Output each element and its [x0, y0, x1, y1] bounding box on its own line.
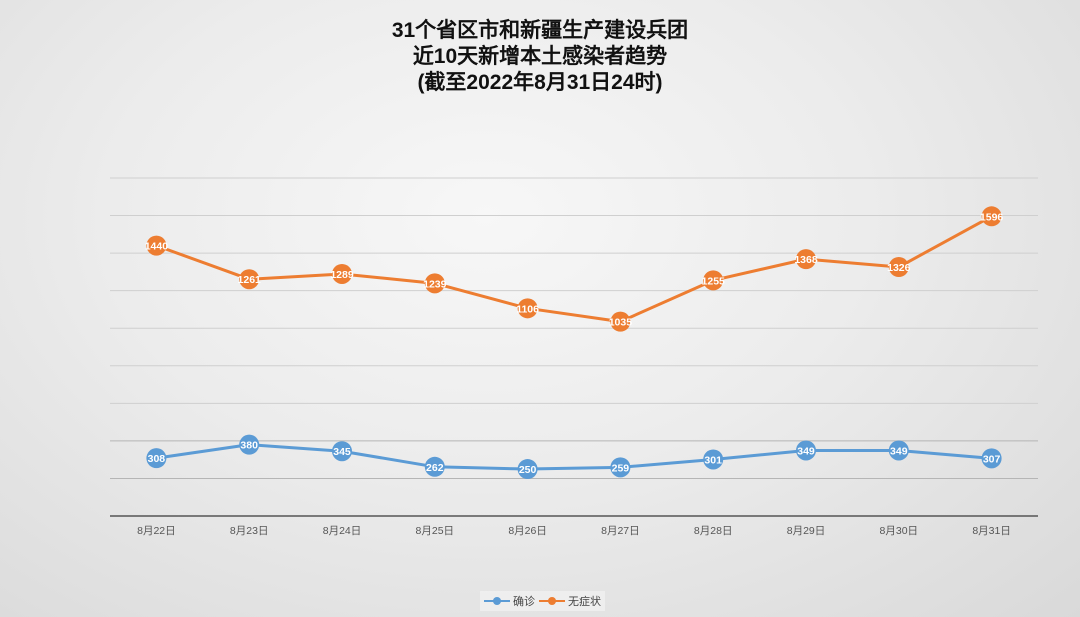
series-confirmed: 308 380 345 262 250 259 301 349 349 307 — [146, 434, 1002, 480]
data-label: 1289 — [330, 269, 354, 281]
line-marker-icon — [539, 596, 565, 606]
x-tick-label: 8月26日 — [508, 525, 547, 537]
legend-label-asymptomatic: 无症状 — [568, 596, 601, 608]
data-point[interactable] — [610, 457, 631, 478]
data-label: 259 — [612, 462, 630, 474]
series-line — [156, 443, 992, 471]
data-label: 1440 — [145, 241, 169, 253]
data-label: 250 — [519, 464, 537, 476]
data-point[interactable] — [332, 263, 352, 284]
data-point[interactable] — [610, 311, 631, 332]
data-label: 262 — [426, 462, 444, 474]
title-line-2: 近10天新增本土感染者趋势 — [412, 45, 668, 68]
series-line — [155, 214, 993, 324]
data-point[interactable] — [146, 448, 167, 469]
data-label: 301 — [704, 454, 722, 466]
data-point[interactable] — [424, 456, 445, 477]
x-tick-label: 8月27日 — [601, 525, 640, 537]
data-label: 308 — [148, 453, 166, 465]
legend-item-confirmed[interactable]: 确诊 — [484, 593, 535, 609]
data-point[interactable] — [888, 440, 909, 461]
data-point[interactable] — [981, 206, 1002, 227]
legend-label-confirmed: 确诊 — [513, 596, 535, 608]
data-point[interactable] — [981, 448, 1002, 469]
data-label: 349 — [890, 445, 908, 457]
legend-item-asymptomatic[interactable]: 无症状 — [539, 593, 601, 609]
x-tick-label: 8月31日 — [972, 525, 1011, 537]
chart-title: 31个省区市和新疆生产建设兵团 近10天新增本土感染者趋势 (截至2022年8月… — [0, 18, 1080, 96]
data-label: 1239 — [423, 278, 447, 290]
x-tick-label: 8月24日 — [323, 525, 362, 537]
data-point[interactable] — [146, 235, 167, 256]
data-label: 1596 — [980, 211, 1004, 223]
title-line-1: 31个省区市和新疆生产建设兵团 — [391, 19, 689, 42]
data-label: 345 — [333, 446, 351, 458]
data-label: 1368 — [794, 254, 818, 266]
line-marker-icon — [484, 596, 510, 606]
x-tick-label: 8月25日 — [416, 525, 455, 537]
data-label: 1106 — [516, 303, 539, 315]
data-point[interactable] — [332, 441, 352, 462]
data-point[interactable] — [424, 273, 445, 294]
gridlines — [110, 177, 1038, 479]
data-label: 1255 — [702, 275, 726, 287]
data-label: 1035 — [609, 317, 633, 329]
data-point[interactable] — [888, 257, 909, 278]
data-point[interactable] — [703, 449, 724, 470]
data-label: 349 — [797, 445, 815, 457]
data-point[interactable] — [703, 270, 724, 291]
data-label: 1261 — [238, 274, 262, 286]
data-point[interactable] — [796, 440, 816, 461]
title-line-3: (截至2022年8月31日24时) — [417, 71, 663, 94]
data-label: 1326 — [887, 262, 911, 274]
x-tick-label: 8月22日 — [137, 525, 176, 537]
data-point[interactable] — [239, 434, 260, 455]
x-tick-label: 8月28日 — [694, 525, 733, 537]
data-point[interactable] — [796, 249, 816, 270]
x-tick-label: 8月29日 — [787, 525, 826, 537]
data-label: 307 — [983, 453, 1001, 465]
data-point[interactable] — [517, 459, 538, 480]
x-tick-label: 8月30日 — [880, 525, 919, 537]
series-layer: 308 380 345 262 250 259 301 349 349 307 1440 1261 12… — [145, 206, 1004, 480]
data-label: 380 — [240, 440, 258, 452]
x-tick-label: 8月23日 — [230, 525, 269, 537]
data-point[interactable] — [517, 298, 538, 319]
x-axis: 8月22日 8月23日 8月24日 8月25日 8月26日 8月27日 8月28日 8月29日… — [110, 515, 1038, 537]
legend: 确诊 无症状 — [480, 591, 605, 611]
data-point[interactable] — [239, 269, 260, 290]
series-asymptomatic: 1440 1261 1289 1239 1106 1035 1255 1368 1326 1596 — [145, 206, 1004, 332]
